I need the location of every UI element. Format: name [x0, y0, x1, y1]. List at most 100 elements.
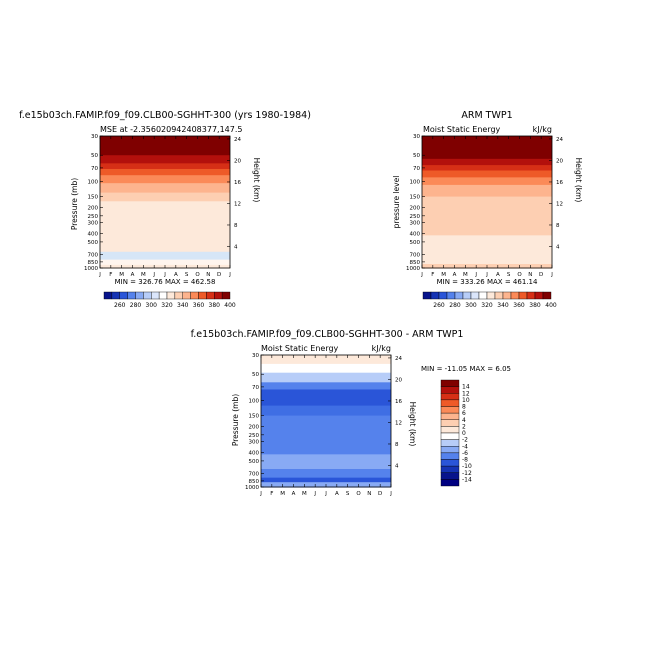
panel-diff-ylabel2: Height (km) — [408, 402, 417, 447]
panel-diff-ytick-label: 400 — [249, 451, 260, 457]
panel-obs-colorbar-box — [486, 291, 496, 300]
panel-diff-xtick-label: N — [367, 491, 371, 497]
panel-diff-colorbar-label: -8 — [462, 457, 468, 464]
panel-model-colorbar-box — [111, 291, 120, 300]
panel-obs-xtick-label: M — [441, 272, 446, 278]
panel-obs-colorbar-box — [454, 291, 464, 300]
panel-diff-colorbar-box — [440, 379, 460, 387]
panel-diff-ytick-label: 250 — [249, 433, 260, 439]
panel-obs-colorbar-box — [462, 291, 472, 300]
panel-diff-colorbar-label: 8 — [462, 404, 466, 411]
panel-diff-colorbar-label: -14 — [462, 476, 472, 483]
panel-diff-colorbar-label: -6 — [462, 450, 468, 457]
panel-diff-colorbar-box — [440, 446, 460, 454]
panel-model-xtick-label: S — [185, 272, 189, 278]
panel-model-colorbar-box — [221, 291, 231, 300]
panel-diff-colorbar-box — [440, 479, 460, 487]
panel-diff-ytick-label: 150 — [249, 414, 260, 420]
panel-diff-band-2 — [261, 372, 391, 383]
panel-obs-colorbar-box — [526, 291, 536, 300]
panel-obs-xtick-label: A — [496, 272, 500, 278]
panel-model-ytick2-label: 16 — [234, 180, 241, 186]
panel-model-band-6 — [100, 192, 230, 202]
panel-diff-ytick2-label: 16 — [395, 399, 402, 405]
panel-diff-band-8 — [261, 469, 391, 479]
panel-model-xtick-label: F — [109, 272, 112, 278]
panel-diff-stats: MIN = -11.05 MAX = 6.05 — [421, 365, 511, 373]
panel-obs-ytick-label: 500 — [410, 240, 421, 246]
panel-model-band-2 — [100, 163, 230, 170]
panel-obs-colorbar-box — [542, 291, 552, 300]
panel-obs-ytick-label: 50 — [413, 153, 420, 159]
panel-obs-colorbar: 260 280 300 320 340 360 380 400 — [422, 291, 557, 309]
panel-diff-title: f.e15b03ch.FAMIP.f09_f09.CLB00-SGHHT-300… — [191, 329, 464, 340]
panel-model-xtick-label: D — [217, 272, 221, 278]
panel-model-ytick2-label: 8 — [234, 223, 238, 229]
panel-diff-subtitle-right: kJ/kg — [372, 344, 391, 353]
panel-model-xtick-label: N — [206, 272, 210, 278]
panel-model-ytick2-label: 12 — [234, 201, 241, 207]
panel-obs-ytick-label: 250 — [410, 214, 421, 220]
panel-diff-colorbar-box — [440, 459, 460, 467]
panel-model-xtick-label: J — [152, 272, 155, 278]
panel-obs-band-6 — [422, 196, 552, 236]
panel-diff-band-6 — [261, 415, 391, 455]
panel-model-ytick-label: 300 — [88, 221, 99, 227]
panel-obs-colorbar-box — [494, 291, 504, 300]
panel-obs-ytick-label: 850 — [410, 260, 421, 266]
panel-model-colorbar-label: 360 — [193, 302, 205, 309]
panel-model-ytick2-label: 24 — [234, 137, 241, 143]
panel-obs-ytick-label: 1000 — [406, 266, 420, 272]
panel-diff-band-1 — [261, 363, 391, 374]
panel-model-band-4 — [100, 175, 230, 184]
panel-obs-ytick2-label: 4 — [556, 244, 560, 250]
panel-model-colorbar-box — [119, 291, 128, 300]
panel-model-colorbar-box — [214, 291, 223, 300]
panel-obs-xtick-label: J — [485, 272, 488, 278]
panel-obs-colorbar-label: 360 — [513, 302, 525, 309]
panel-obs-ytick-label: 70 — [413, 166, 420, 172]
panel-diff-ytick-label: 850 — [249, 479, 260, 485]
panel-obs-band-7 — [422, 235, 552, 265]
panel-diff-colorbar-label: -2 — [462, 437, 468, 444]
panel-obs-bands — [422, 136, 552, 269]
panel-diff-ytick-label: 50 — [252, 372, 259, 378]
panel-obs-colorbar-box — [502, 291, 512, 300]
panel-model-band-5 — [100, 183, 230, 194]
panel-obs-colorbar-label: 340 — [497, 302, 509, 309]
panel-obs-xtick-label: O — [517, 272, 522, 278]
panel-diff-colorbar-box — [440, 406, 460, 414]
panel-diff-ytick-label: 700 — [249, 472, 260, 478]
panel-obs-colorbar-label: 260 — [433, 302, 445, 309]
panel-model-xtick-label: A — [174, 272, 178, 278]
panel-diff-colorbar-box — [440, 399, 460, 407]
panel-diff-xtick-label: O — [356, 491, 361, 497]
panel-obs-band-5 — [422, 184, 552, 198]
panel-diff: f.e15b03ch.FAMIP.f09_f09.CLB00-SGHHT-300… — [191, 329, 511, 497]
panel-obs-ytick2-label: 12 — [556, 201, 563, 207]
panel-model-colorbar-label: 340 — [177, 302, 189, 309]
panel-diff-xtick-label: J — [324, 491, 327, 497]
panel-obs-colorbar-box — [422, 291, 432, 300]
panel-obs-ylabel: pressure level — [392, 176, 401, 229]
panel-obs-subtitle-left: Moist Static Energy — [423, 125, 501, 134]
panel-model-colorbar: 260 280 300 320 340 360 380 400 — [103, 291, 236, 309]
panel-obs-colorbar-label: 380 — [529, 302, 541, 309]
panel-model-band-7 — [100, 201, 230, 253]
panel-diff-band-9 — [261, 477, 391, 483]
panel-obs-colorbar-box — [510, 291, 520, 300]
panel-obs-ytick-label: 150 — [410, 195, 421, 201]
panel-model: f.e15b03ch.FAMIP.f09_f09.CLB00-SGHHT-300… — [19, 110, 311, 309]
panel-obs-stats: MIN = 333.26 MAX = 461.14 — [437, 278, 538, 286]
panel-diff-ytick-label: 200 — [249, 424, 260, 430]
panel-obs-band-2 — [422, 165, 552, 172]
panel-model-band-3 — [100, 168, 230, 176]
panel-diff-ytick2-label: 4 — [395, 463, 399, 469]
panel-obs-ytick2-label: 20 — [556, 158, 563, 164]
panel-diff-colorbar-box — [440, 412, 460, 420]
panel-diff-colorbar-label: -4 — [462, 443, 468, 450]
panel-obs-colorbar-box — [446, 291, 456, 300]
panel-model-ytick-label: 200 — [88, 205, 99, 211]
panel-model-xtick-label: J — [228, 272, 231, 278]
